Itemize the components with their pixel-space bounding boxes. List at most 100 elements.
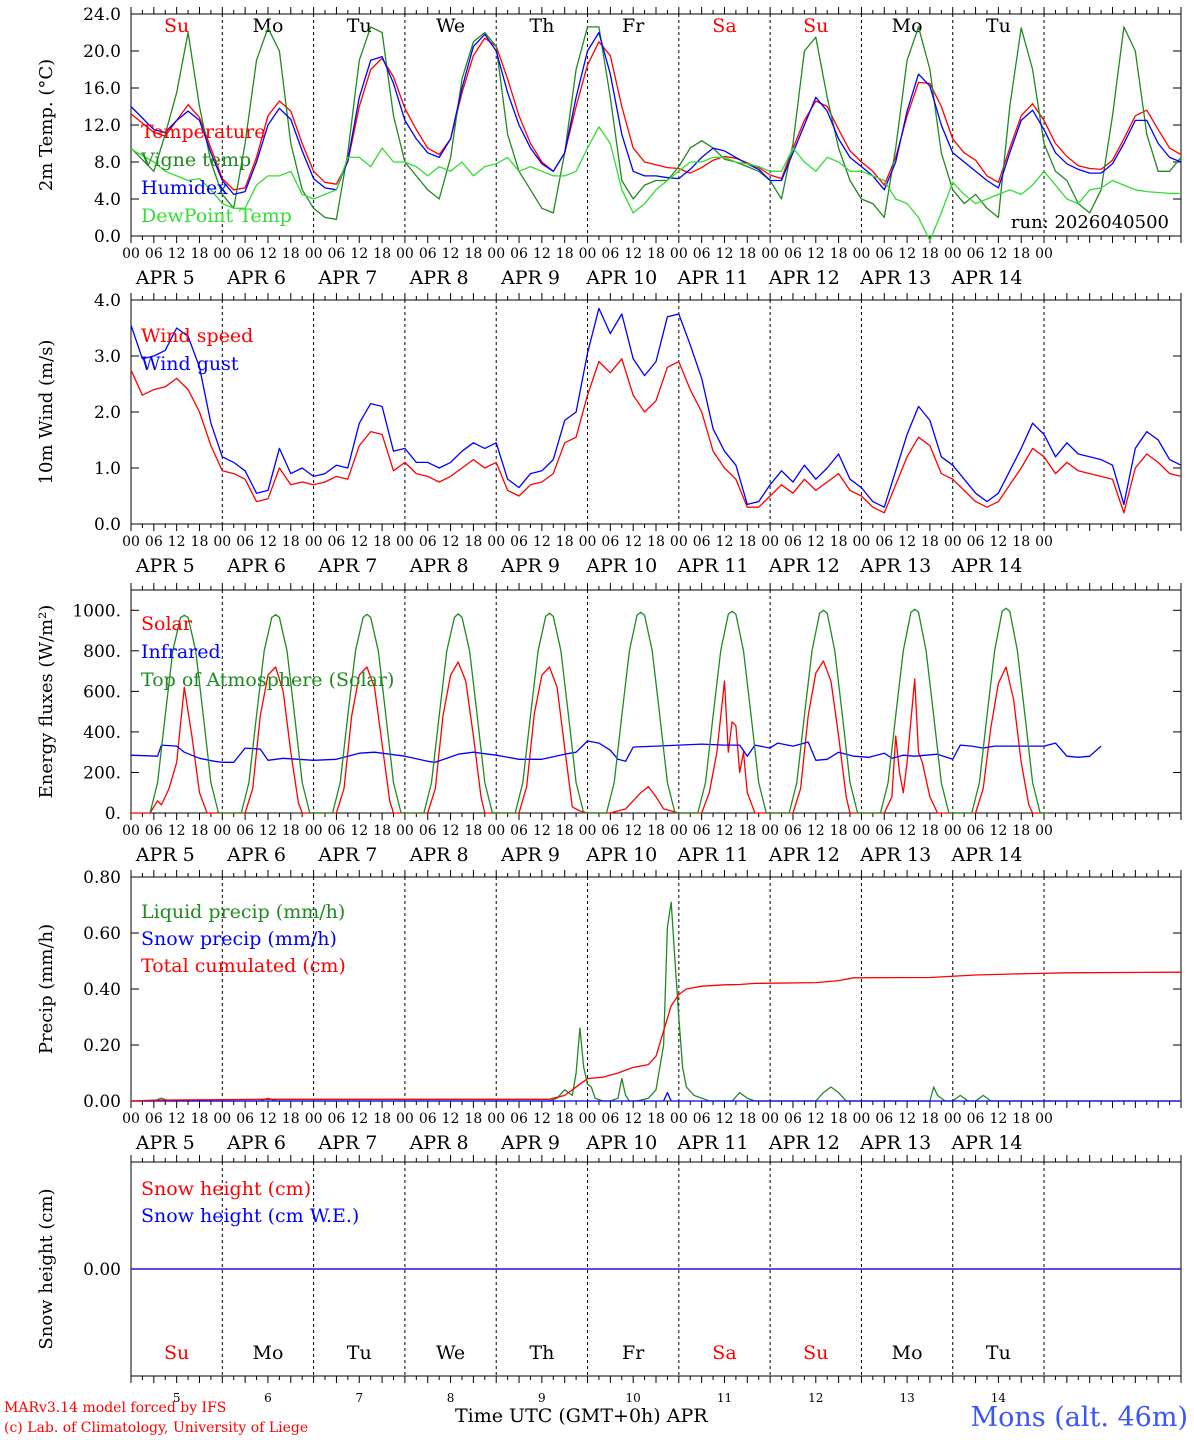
y-tick-label: 24.0 (83, 5, 121, 25)
series-line (131, 901, 1181, 1102)
date-label: APR 14 (950, 844, 1022, 866)
hour-tick-label: 00 (396, 823, 414, 839)
date-label: APR 10 (585, 844, 657, 866)
hour-tick-label: 18 (647, 823, 665, 839)
legend-entry: DewPoint Temp (141, 205, 292, 227)
legend-entry: Wind speed (141, 325, 253, 347)
hour-tick-label: 06 (328, 1111, 346, 1127)
hour-tick-label: 06 (967, 1111, 985, 1127)
hour-tick-label: 06 (236, 823, 254, 839)
legend-entry: Liquid precip (mm/h) (141, 901, 345, 923)
date-label: APR 14 (950, 267, 1022, 289)
date-label: APR 6 (226, 844, 286, 866)
day-number-label: 12 (808, 1391, 823, 1405)
hour-tick-label: 00 (1035, 534, 1053, 550)
hour-tick-label: 06 (236, 1111, 254, 1127)
hour-tick-label: 06 (967, 534, 985, 550)
date-label: APR 9 (500, 555, 560, 577)
series-line (130, 37, 1182, 191)
hour-tick-label: 12 (259, 534, 277, 550)
hour-tick-label: 06 (145, 1111, 163, 1127)
hour-tick-label: 12 (168, 534, 186, 550)
hour-tick-label: 06 (145, 246, 163, 262)
day-name-label: We (436, 15, 465, 37)
hour-tick-label: 00 (944, 823, 962, 839)
hour-tick-label: 12 (350, 1111, 368, 1127)
date-label: APR 11 (677, 1132, 749, 1154)
day-name-label: Mo (253, 15, 284, 37)
hour-tick-label: 18 (556, 823, 574, 839)
date-label: APR 13 (859, 555, 931, 577)
day-name-label: Fr (622, 1342, 645, 1364)
day-name-label: Su (803, 15, 828, 37)
y-tick-label: 4.0 (94, 190, 121, 210)
date-label: APR 5 (135, 267, 195, 289)
y-tick-label: 0.0 (94, 515, 121, 535)
hour-tick-label: 06 (601, 823, 619, 839)
hour-tick-label: 00 (122, 823, 140, 839)
legend-entry: Solar (141, 613, 193, 635)
hour-tick-label: 18 (373, 246, 391, 262)
y-axis-label: Snow height (cm) (36, 1188, 57, 1349)
day-name-label: Sa (712, 15, 736, 37)
hour-tick-label: 18 (1012, 823, 1030, 839)
hour-tick-label: 00 (853, 823, 871, 839)
legend-entry: Snow height (cm) (141, 1178, 311, 1200)
day-name-label: Su (164, 1342, 189, 1364)
hour-tick-label: 06 (967, 246, 985, 262)
hour-tick-label: 12 (350, 534, 368, 550)
hour-tick-label: 06 (236, 534, 254, 550)
credits-line-1: MARv3.14 model forced by IFS (4, 1400, 227, 1416)
hour-tick-label: 00 (213, 1111, 231, 1127)
hour-tick-label: 12 (898, 823, 916, 839)
date-label: APR 12 (768, 844, 840, 866)
series-line (130, 31, 1182, 196)
hour-tick-label: 18 (738, 1111, 756, 1127)
legend-entry: Snow height (cm W.E.) (141, 1205, 359, 1227)
hour-tick-label: 00 (305, 1111, 323, 1127)
hour-tick-label: 00 (761, 534, 779, 550)
hour-tick-label: 12 (350, 823, 368, 839)
hour-tick-label: 06 (328, 823, 346, 839)
legend-entry: Humidex (141, 177, 228, 199)
hour-tick-label: 00 (579, 1111, 597, 1127)
y-tick-label: 3.0 (94, 347, 121, 367)
date-label: APR 12 (768, 267, 840, 289)
date-label: APR 6 (226, 555, 286, 577)
hour-tick-label: 12 (624, 823, 642, 839)
hour-tick-label: 00 (213, 823, 231, 839)
hour-tick-label: 12 (168, 823, 186, 839)
hour-tick-label: 12 (989, 534, 1007, 550)
day-name-label: Tu (347, 15, 372, 37)
hour-tick-label: 06 (875, 534, 893, 550)
hour-tick-label: 12 (442, 246, 460, 262)
day-number-label: 13 (899, 1391, 914, 1405)
date-label: APR 12 (768, 555, 840, 577)
hour-tick-label: 12 (259, 823, 277, 839)
hour-tick-label: 12 (259, 246, 277, 262)
hour-tick-label: 06 (693, 246, 711, 262)
legend-entry: Top of Atmosphere (Solar) (141, 669, 394, 691)
hour-tick-label: 06 (875, 1111, 893, 1127)
hour-tick-label: 12 (989, 823, 1007, 839)
y-tick-label: 4.0 (94, 291, 121, 311)
day-name-label: Tu (986, 1342, 1011, 1364)
date-label: APR 14 (950, 1132, 1022, 1154)
hour-tick-label: 18 (1012, 534, 1030, 550)
hour-tick-label: 18 (191, 1111, 209, 1127)
series-line (130, 26, 1182, 220)
series-line (149, 607, 1048, 814)
hour-tick-label: 12 (533, 534, 551, 550)
hour-tick-label: 00 (487, 534, 505, 550)
hour-tick-label: 00 (487, 1111, 505, 1127)
date-label: APR 8 (409, 267, 469, 289)
series-line (130, 358, 1182, 514)
legend-entry: Snow precip (mm/h) (141, 928, 337, 950)
hour-tick-label: 12 (624, 246, 642, 262)
hour-tick-label: 18 (830, 823, 848, 839)
hour-tick-label: 06 (784, 534, 802, 550)
hour-tick-label: 00 (670, 823, 688, 839)
day-number-label: 7 (355, 1391, 363, 1405)
y-tick-label: 400. (83, 723, 121, 743)
series-line (130, 126, 1181, 242)
